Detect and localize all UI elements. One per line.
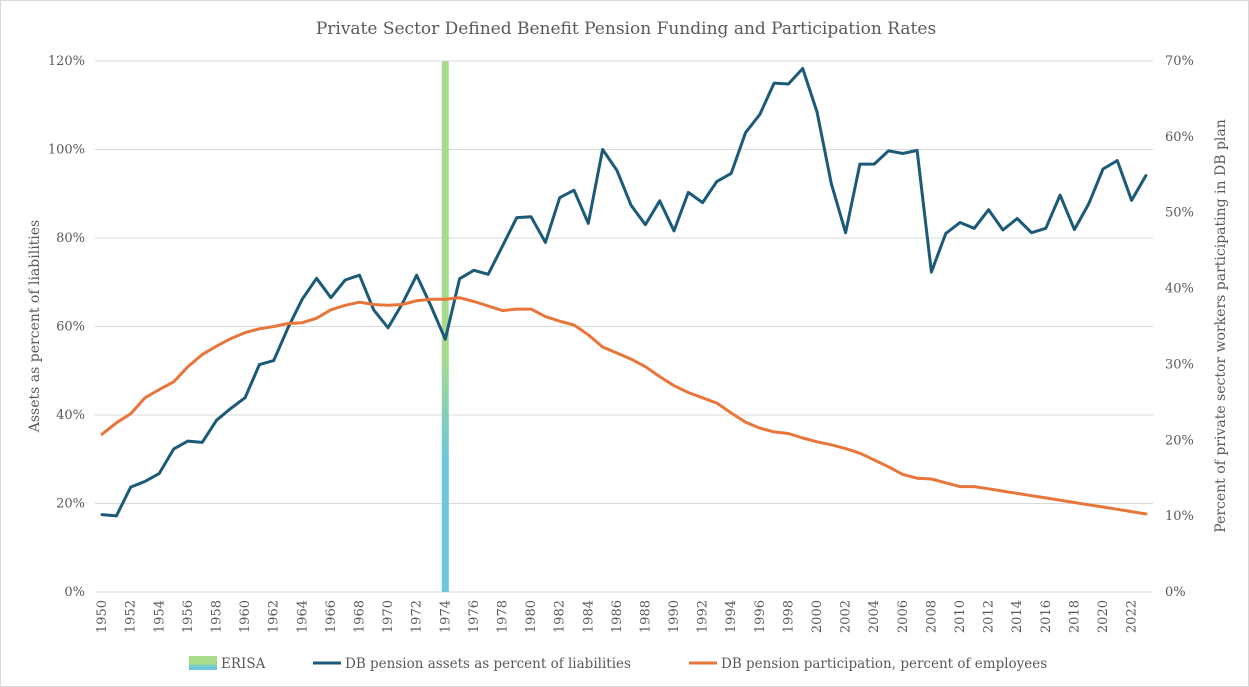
y-right-tick-label: 50% — [1165, 206, 1194, 221]
x-tick-label: 1958 — [210, 600, 225, 633]
legend-label-participation: DB pension participation, percent of emp… — [721, 656, 1047, 672]
x-tick-label: 2004 — [867, 600, 882, 633]
x-tick-label: 2002 — [839, 600, 854, 633]
x-tick-label: 1980 — [524, 600, 539, 633]
erisa-annotation — [441, 61, 449, 592]
y-axis-left: 0% 20% 40% 60% 80% 100% 120% — [48, 54, 85, 600]
y-left-tick-label: 120% — [48, 54, 85, 69]
legend-swatch-erisa — [189, 656, 217, 670]
x-tick-label: 1960 — [238, 600, 253, 633]
x-tick-label: 1982 — [553, 600, 568, 633]
x-tick-label: 1964 — [295, 600, 310, 633]
y-right-tick-label: 0% — [1165, 585, 1186, 600]
y-right-tick-label: 70% — [1165, 54, 1194, 69]
y-left-tick-label: 20% — [56, 497, 85, 512]
x-tick-label: 1952 — [124, 600, 139, 633]
legend-label-erisa: ERISA — [221, 656, 266, 672]
x-tick-label: 2016 — [1039, 600, 1054, 633]
participation-series-line — [100, 296, 1148, 516]
y-right-tick-label: 20% — [1165, 433, 1194, 448]
x-tick-label: 1972 — [410, 600, 425, 633]
x-tick-label: 2006 — [896, 600, 911, 633]
x-tick-label: 1998 — [781, 600, 796, 633]
x-tick-label: 2012 — [982, 600, 997, 633]
y-left-tick-label: 80% — [56, 231, 85, 246]
y-right-tick-label: 10% — [1165, 509, 1194, 524]
x-tick-label: 1956 — [181, 600, 196, 633]
x-tick-label: 1994 — [724, 600, 739, 633]
x-tick-label: 2000 — [810, 600, 825, 633]
x-tick-label: 2020 — [1096, 600, 1111, 633]
x-tick-label: 1992 — [696, 600, 711, 633]
x-tick-label: 2008 — [924, 600, 939, 633]
x-tick-label: 1970 — [381, 600, 396, 633]
y-right-tick-label: 60% — [1165, 130, 1194, 145]
chart-title: Private Sector Defined Benefit Pension F… — [316, 19, 936, 39]
x-tick-label: 1996 — [753, 600, 768, 633]
x-tick-label: 1990 — [667, 600, 682, 633]
x-tick-label: 2022 — [1125, 600, 1140, 633]
x-tick-label: 2018 — [1067, 600, 1082, 633]
x-tick-label: 2010 — [953, 600, 968, 633]
y-left-tick-label: 0% — [64, 585, 85, 600]
y-left-tick-label: 40% — [56, 408, 85, 423]
x-tick-label: 1962 — [267, 600, 282, 633]
legend-label-assets: DB pension assets as percent of liabilit… — [345, 656, 631, 672]
x-tick-label: 1974 — [438, 600, 453, 633]
legend: ERISA DB pension assets as percent of lia… — [189, 656, 1047, 672]
y-axis-right-title: Percent of private sector workers partic… — [1213, 119, 1229, 532]
y-right-tick-label: 30% — [1165, 357, 1194, 372]
x-tick-label: 2014 — [1010, 600, 1025, 633]
x-tick-label: 1988 — [638, 600, 653, 633]
x-tick-label: 1984 — [581, 600, 596, 633]
x-axis: 1950 1952 1954 1956 1958 1960 1962 1964 1966 1968… — [95, 600, 1139, 633]
erisa-bar — [441, 61, 449, 592]
x-tick-label: 1950 — [95, 600, 110, 633]
y-left-tick-label: 60% — [56, 320, 85, 335]
x-tick-label: 1976 — [467, 600, 482, 633]
x-tick-label: 1954 — [152, 600, 167, 633]
y-left-tick-label: 100% — [48, 143, 85, 158]
assets-series-line — [100, 67, 1148, 518]
x-tick-label: 1966 — [324, 600, 339, 633]
gridlines — [95, 60, 1153, 593]
x-tick-label: 1968 — [353, 600, 368, 633]
x-tick-label: 1986 — [610, 600, 625, 633]
y-axis-left-title: Assets as percent of liabilities — [27, 220, 43, 434]
series-lines — [100, 67, 1148, 518]
y-right-tick-label: 40% — [1165, 282, 1194, 297]
x-tick-label: 1978 — [495, 600, 510, 633]
y-axis-right: 0% 10% 20% 30% 40% 50% 60% 70% — [1165, 54, 1194, 600]
